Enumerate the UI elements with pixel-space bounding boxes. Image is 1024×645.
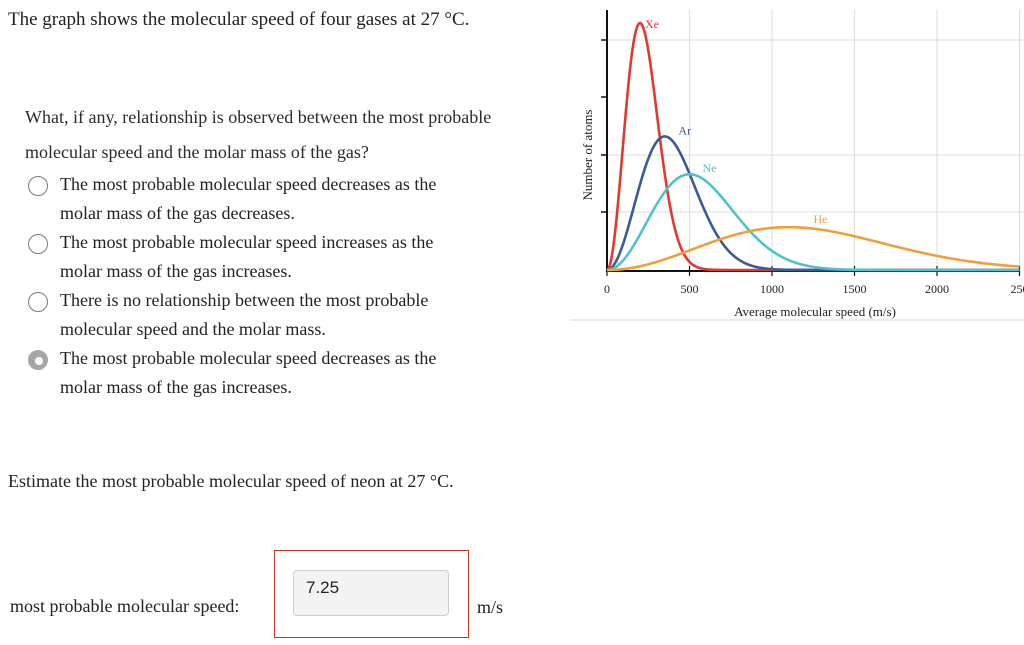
choice-2-line2: molar mass of the gas increases.: [60, 261, 292, 281]
label-ne: Ne: [703, 161, 717, 175]
answer-box: [274, 550, 469, 638]
choice-2-line1: The most probable molecular speed increa…: [60, 232, 434, 252]
choice-1-line1: The most probable molecular speed decrea…: [60, 174, 437, 194]
chart-axes: [606, 10, 1020, 272]
speed-input[interactable]: [293, 570, 449, 616]
choice-3-line2: molecular speed and the molar mass.: [60, 319, 326, 339]
unit-label: m/s: [477, 597, 504, 617]
label-xe: Xe: [645, 17, 659, 31]
answer-label: most probable molecular speed:: [10, 596, 240, 616]
curve-he: [607, 225, 1020, 272]
estimate-prompt: Estimate the most probable molecular spe…: [8, 471, 454, 491]
chart-svg: 0 500 1000 1500 2000 250 Xe Ar Ne He Number of a…: [570, 10, 1024, 321]
radio-button-2[interactable]: [28, 234, 48, 254]
x-tick-label: 1000: [760, 282, 784, 296]
label-ar: Ar: [678, 123, 691, 137]
series-labels: Xe Ar Ne He: [645, 17, 828, 226]
speed-distribution-chart: 0 500 1000 1500 2000 250 Xe Ar Ne He Number of a…: [570, 0, 1024, 330]
choice-1[interactable]: The most probable molecular speed decrea…: [28, 170, 508, 228]
chart-grid: [607, 10, 1024, 270]
radio-button-1[interactable]: [28, 176, 48, 196]
x-ticks: 0 500 1000 1500 2000 250: [604, 266, 1024, 296]
choice-4-line1: The most probable molecular speed decrea…: [60, 348, 437, 368]
x-tick-label: 500: [681, 282, 699, 296]
radio-button-4-selected[interactable]: [28, 350, 48, 370]
choice-4[interactable]: The most probable molecular speed decrea…: [28, 344, 508, 402]
choice-2[interactable]: The most probable molecular speed increa…: [28, 228, 508, 286]
choice-4-line2: molar mass of the gas increases.: [60, 377, 292, 397]
choice-3[interactable]: There is no relationship between the mos…: [28, 286, 508, 344]
question-text: What, if any, relationship is observed b…: [25, 107, 492, 162]
chart-curves: [606, 21, 1020, 272]
intro-text: The graph shows the molecular speed of f…: [8, 9, 470, 30]
answer-choices: The most probable molecular speed decrea…: [28, 170, 508, 402]
x-tick-label: 250: [1011, 282, 1024, 296]
x-tick-label: 2000: [925, 282, 949, 296]
x-axis-label: Average molecular speed (m/s): [734, 304, 896, 319]
curve-xe: [606, 21, 1020, 272]
x-tick-label: 1500: [843, 282, 867, 296]
y-axis-label: Number of atoms: [580, 110, 595, 201]
curve-ne: [606, 172, 1020, 272]
y-ticks: [601, 39, 607, 213]
choice-3-line1: There is no relationship between the mos…: [60, 290, 429, 310]
choice-1-line2: molar mass of the gas decreases.: [60, 203, 295, 223]
x-tick-label: 0: [604, 282, 610, 296]
label-he: He: [814, 212, 828, 226]
radio-button-3[interactable]: [28, 292, 48, 312]
